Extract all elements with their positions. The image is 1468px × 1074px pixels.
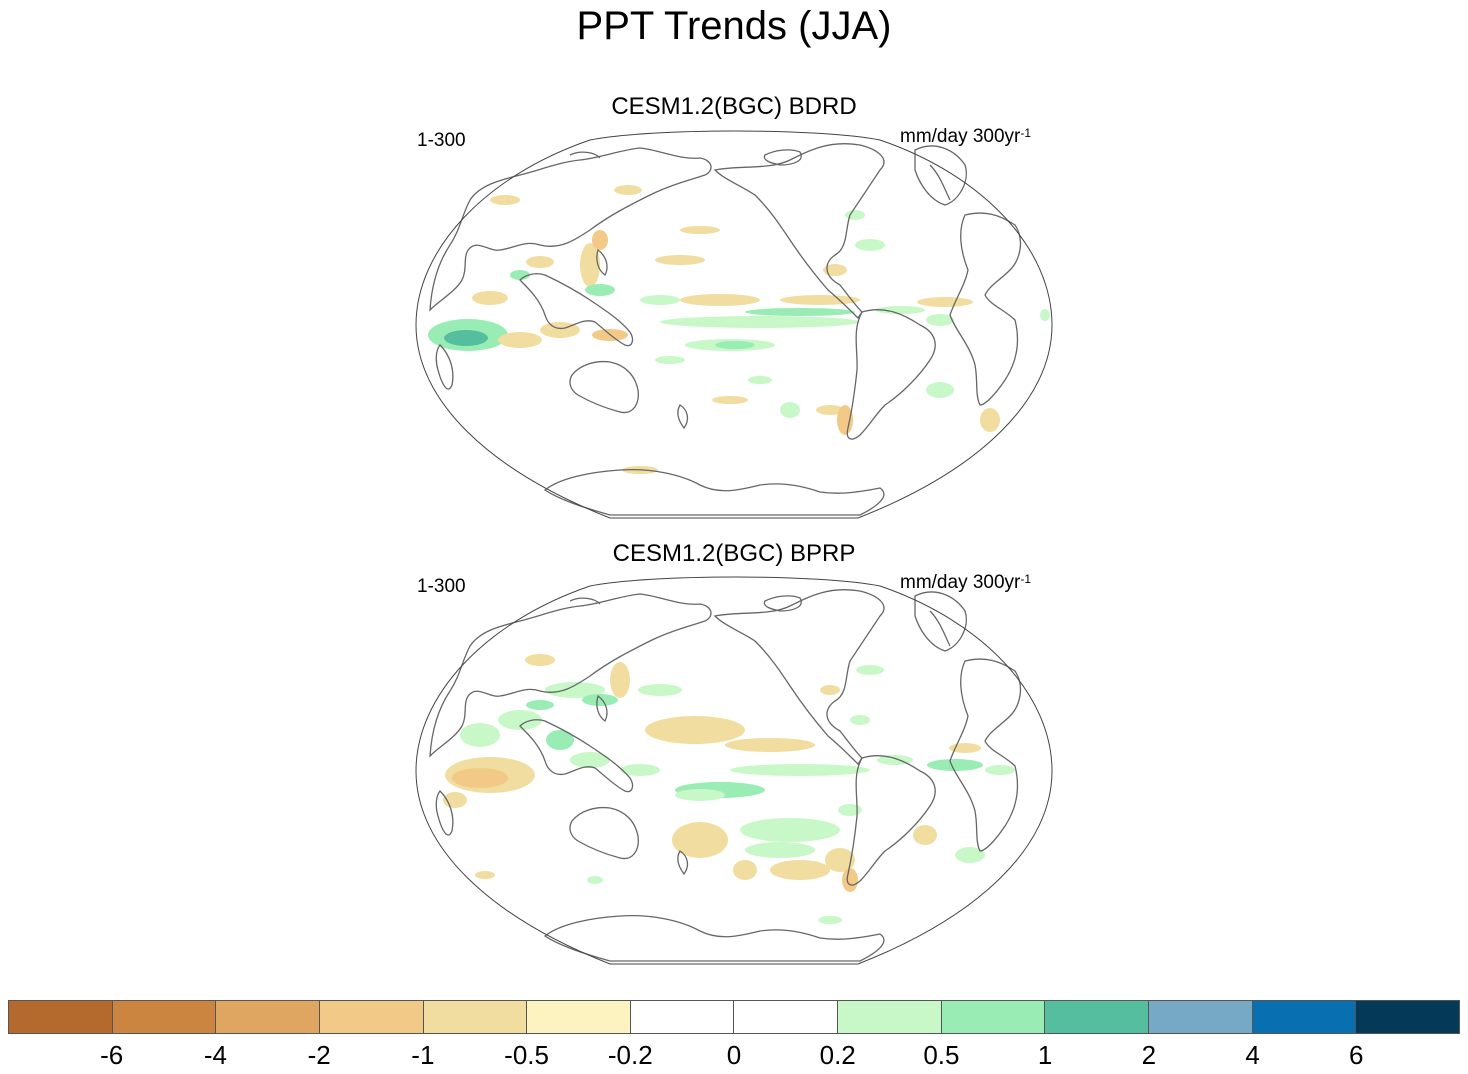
figure-title: PPT Trends (JJA) [576, 4, 892, 48]
panel-1-title: CESM1.2(BGC) BDRD [611, 93, 857, 120]
panel-1-period-label: 1-300 [417, 130, 466, 151]
panel-2-units-label: mm/day 300yr-1 [900, 572, 1031, 594]
panel-1-units-main: mm/day 300yr [900, 126, 1021, 147]
colorbar-box-11 [1149, 1001, 1253, 1033]
colorbar-box-6 [630, 1001, 735, 1033]
panel-2-period-label: 1-300 [417, 576, 466, 597]
colorbar-box-4 [423, 1001, 528, 1033]
colorbar-box-10 [1045, 1001, 1150, 1033]
colorbar-box-13 [1356, 1001, 1459, 1033]
colorbar-box-7 [734, 1001, 839, 1033]
panel-1-units-label: mm/day 300yr-1 [900, 126, 1031, 148]
colorbar-labels: -6 -4 -2 -1 -0.5 -0.2 0 0.2 0.5 1 2 4 6 [0, 1040, 1468, 1070]
colorbar-box-8 [838, 1001, 942, 1033]
colorbar-label-10: 2 [1141, 1040, 1157, 1070]
colorbar-box-9 [941, 1001, 1046, 1033]
panel-1-coastlines [429, 143, 1022, 516]
panel-2-map-border [415, 576, 1053, 965]
colorbar-label-0: -6 [100, 1040, 124, 1070]
colorbar-label-5: -0.2 [607, 1040, 653, 1070]
colorbar-label-8: 0.5 [923, 1040, 960, 1070]
colorbar-label-1: -4 [203, 1040, 227, 1070]
colorbar-box-3 [319, 1001, 424, 1033]
panel-1-map [415, 130, 1053, 519]
colorbar-box-2 [216, 1001, 320, 1033]
colorbar [8, 1000, 1460, 1034]
colorbar-box-0 [9, 1001, 113, 1033]
colorbar-label-11: 4 [1245, 1040, 1260, 1070]
panel-2-map [415, 576, 1053, 965]
panel-2-units-sup: -1 [1020, 572, 1032, 586]
panel-2-units-main: mm/day 300yr [900, 572, 1021, 593]
colorbar-label-9: 1 [1037, 1040, 1053, 1070]
colorbar-label-4: -0.5 [504, 1040, 549, 1070]
panel-2-title: CESM1.2(BGC) BPRP [612, 540, 856, 567]
panel-1-map-border [415, 130, 1053, 519]
panel-1-shading [428, 185, 1050, 474]
colorbar-box-1 [112, 1001, 217, 1033]
panel-1-units-sup: -1 [1020, 126, 1032, 140]
colorbar-label-3: -1 [411, 1040, 435, 1070]
panel-2-shading [443, 654, 1015, 924]
colorbar-label-6: 0 [726, 1040, 742, 1070]
maps-canvas [415, 130, 1053, 965]
panel-2-coastlines [429, 589, 1022, 962]
colorbar-box-12 [1252, 1001, 1357, 1033]
colorbar-label-2: -2 [307, 1040, 331, 1070]
colorbar-box-5 [527, 1001, 631, 1033]
colorbar-label-7: 0.2 [819, 1040, 856, 1070]
colorbar-label-12: 6 [1349, 1040, 1364, 1070]
